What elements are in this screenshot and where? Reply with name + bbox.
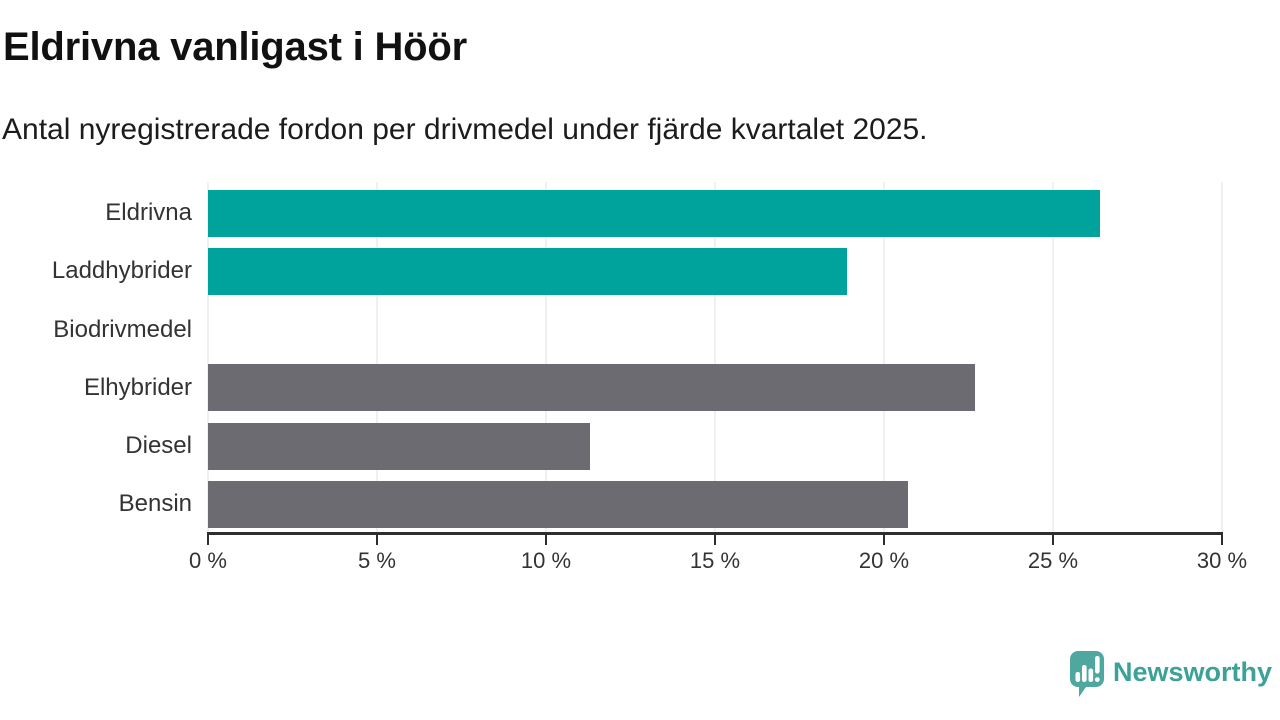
x-axis-tick-label: 0 % <box>189 548 227 573</box>
y-axis-category-labels: Eldrivna Laddhybrider Biodrivmedel Elhybrid… <box>0 182 192 532</box>
bar-elhybrider <box>208 364 976 412</box>
x-axis-tick-label: 20 % <box>858 548 910 573</box>
bar-diesel <box>208 422 590 470</box>
gridline <box>376 182 378 532</box>
category-label: Laddhybrider <box>51 257 192 285</box>
category-label: Bensin <box>118 490 192 518</box>
x-axis-tick-mark <box>207 532 209 545</box>
x-axis-tick-label: 25 % <box>1027 548 1079 573</box>
x-axis-tick-mark <box>1052 532 1054 545</box>
gridline <box>207 182 209 532</box>
chart-subtitle: Antal nyregistrerade fordon per drivmede… <box>2 113 928 146</box>
x-axis-tick-mark <box>883 532 885 545</box>
x-axis-tick-mark <box>1221 532 1223 545</box>
brand-name: Newsworthy <box>1112 656 1272 687</box>
x-axis-tick-mark <box>376 532 378 545</box>
x-axis-tick-mark <box>714 532 716 545</box>
gridline <box>714 182 716 532</box>
x-axis-tick-label: 30 % <box>1196 548 1248 573</box>
chart-title: Eldrivna vanligast i Höör <box>3 25 468 69</box>
newsworthy-logo-icon <box>1069 651 1104 697</box>
gridline <box>1052 182 1054 532</box>
gridline <box>1221 182 1223 532</box>
x-axis-tick-mark <box>545 532 547 545</box>
x-axis-tick-label: 5 % <box>358 548 396 573</box>
category-label: Eldrivna <box>105 199 192 227</box>
plot-area: 0 % 5 % 10 % 15 % 20 % 25 % 30 % <box>189 182 1247 573</box>
bar-laddhybrider <box>208 247 847 295</box>
x-axis-tick-label: 10 % <box>520 548 572 573</box>
bar-eldrivna <box>208 189 1101 237</box>
brand-footer: Newsworthy <box>1069 650 1272 700</box>
gridline <box>883 182 885 532</box>
category-label: Diesel <box>125 432 192 459</box>
x-axis-tick-label: 15 % <box>689 548 741 573</box>
category-label: Biodrivmedel <box>53 315 192 343</box>
bar-bensin <box>208 480 908 528</box>
category-label: Elhybrider <box>83 373 192 401</box>
gridline <box>545 182 547 532</box>
